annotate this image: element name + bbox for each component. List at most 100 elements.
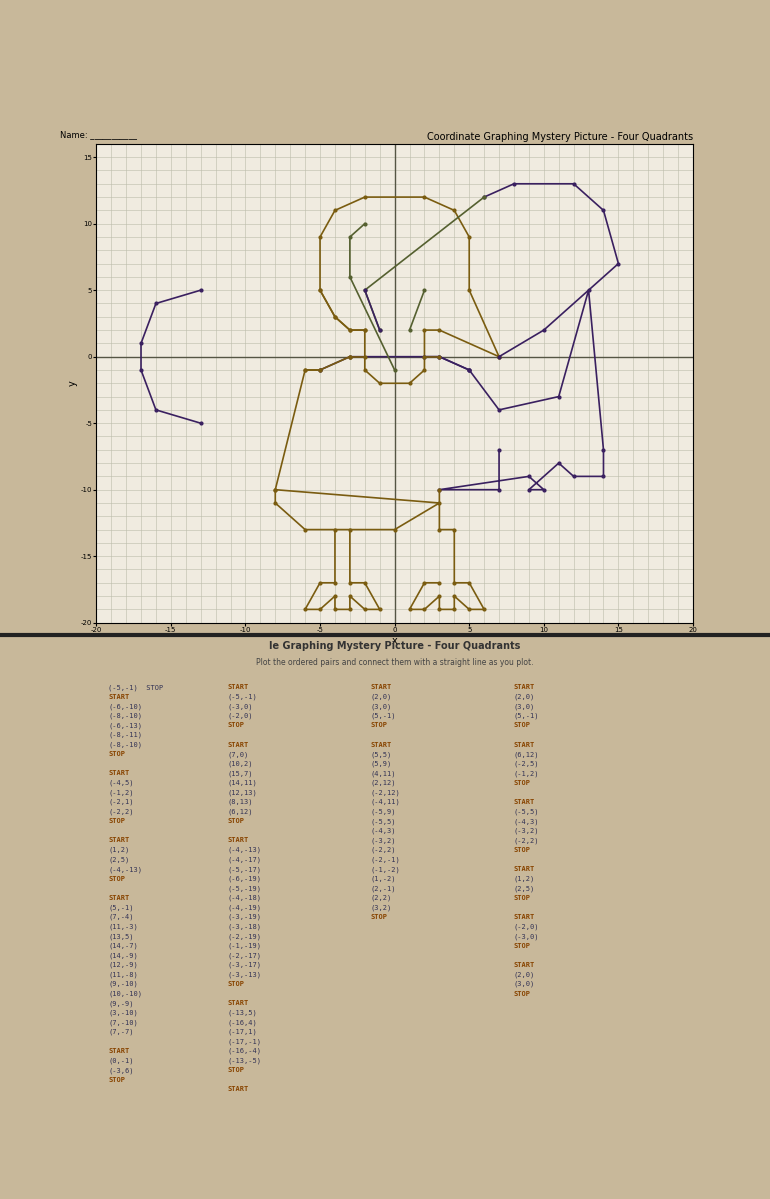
Text: STOP: STOP [514,942,531,948]
Text: STOP: STOP [228,981,245,987]
Text: (6,12): (6,12) [514,751,540,758]
Text: START: START [514,741,535,747]
Text: STOP: STOP [108,875,126,881]
Text: (2,-1): (2,-1) [371,885,397,892]
Text: (2,5): (2,5) [108,856,129,863]
Text: Name: ___________: Name: ___________ [60,131,137,139]
Text: (5,-1): (5,-1) [108,904,134,911]
Text: (-4,-13): (-4,-13) [108,866,142,873]
Text: (-4,3): (-4,3) [514,818,540,825]
Text: (-3,0): (-3,0) [228,704,253,710]
Text: (-13,5): (-13,5) [228,1010,257,1017]
Text: STOP: STOP [108,751,126,757]
Text: (11,-8): (11,-8) [108,971,138,978]
Text: (-6,-10): (-6,-10) [108,704,142,710]
Text: (-2,5): (-2,5) [514,760,540,767]
Text: (-6,-19): (-6,-19) [228,875,262,882]
Text: STOP: STOP [108,1077,126,1083]
Text: (1,2): (1,2) [108,846,129,854]
Text: START: START [108,770,129,776]
Text: STOP: STOP [514,990,531,996]
Text: (12,13): (12,13) [228,789,257,796]
Text: (-4,3): (-4,3) [371,827,397,835]
Text: STOP: STOP [228,1067,245,1073]
Text: START: START [108,837,129,843]
Text: (-3,2): (-3,2) [514,827,540,835]
Text: (-4,-17): (-4,-17) [228,856,262,863]
Text: (-5,9): (-5,9) [371,808,397,815]
Text: (-2,0): (-2,0) [228,712,253,719]
Text: (-2,-1): (-2,-1) [371,856,400,863]
Text: (-4,-18): (-4,-18) [228,894,262,902]
Text: (3,0): (3,0) [514,981,535,988]
Text: (-5,-17): (-5,-17) [228,866,262,873]
Text: (-8,-11): (-8,-11) [108,731,142,739]
Text: (-6,-13): (-6,-13) [108,722,142,729]
Text: START: START [228,741,249,747]
Text: (-3,0): (-3,0) [514,933,540,940]
Text: (6,12): (6,12) [228,808,253,815]
Text: (1,-2): (1,-2) [371,875,397,882]
Text: (-4,11): (-4,11) [371,799,400,806]
Text: START: START [108,894,129,900]
Text: START: START [371,685,392,691]
Text: (12,-9): (12,-9) [108,962,138,969]
Text: (-4,-13): (-4,-13) [228,846,262,854]
Text: STOP: STOP [514,779,531,785]
Text: START: START [514,685,535,691]
Text: (14,-9): (14,-9) [108,952,138,959]
Text: STOP: STOP [514,846,531,852]
Text: (-16,-4): (-16,-4) [228,1048,262,1054]
Text: (13,5): (13,5) [108,933,134,940]
Text: (14,-7): (14,-7) [108,942,138,950]
Text: (-3,2): (-3,2) [371,837,397,844]
Text: (-3,-13): (-3,-13) [228,971,262,978]
Text: (8,13): (8,13) [228,799,253,806]
Text: (-3,-17): (-3,-17) [228,962,262,969]
Text: (-8,-10): (-8,-10) [108,741,142,748]
Text: (5,5): (5,5) [371,751,392,758]
Text: (10,-10): (10,-10) [108,990,142,998]
Text: (7,-10): (7,-10) [108,1019,138,1025]
Text: START: START [228,685,249,691]
Text: START: START [108,1048,129,1054]
X-axis label: x: x [392,635,397,645]
Text: (11,-3): (11,-3) [108,923,138,930]
Text: (3,0): (3,0) [514,704,535,710]
Text: (15,7): (15,7) [228,770,253,777]
Text: (-1,-2): (-1,-2) [371,866,400,873]
Text: (2,0): (2,0) [514,694,535,700]
Text: (3,0): (3,0) [371,704,392,710]
Text: (-2,-17): (-2,-17) [228,952,262,959]
Text: START: START [228,1086,249,1092]
Text: (-8,-10): (-8,-10) [108,712,142,719]
Text: (-4,-19): (-4,-19) [228,904,262,911]
Text: le Graphing Mystery Picture - Four Quadrants: le Graphing Mystery Picture - Four Quadr… [269,640,521,651]
Text: STOP: STOP [371,722,388,728]
Text: (-1,-19): (-1,-19) [228,942,262,950]
Text: (-5,-1): (-5,-1) [228,694,257,700]
Text: (-2,2): (-2,2) [371,846,397,854]
Text: (-5,-19): (-5,-19) [228,885,262,892]
Text: (0,-1): (0,-1) [108,1058,134,1064]
Text: START: START [228,1000,249,1006]
Text: (4,11): (4,11) [371,770,397,777]
Text: STOP: STOP [371,914,388,920]
Text: (-2,-19): (-2,-19) [228,933,262,940]
Text: (-17,1): (-17,1) [228,1029,257,1035]
Text: START: START [228,837,249,843]
Text: (-3,6): (-3,6) [108,1067,134,1073]
Text: (-2,12): (-2,12) [371,789,400,796]
Text: (-13,-5): (-13,-5) [228,1058,262,1064]
Text: (3,-10): (3,-10) [108,1010,138,1017]
Text: START: START [514,914,535,920]
Text: (9,-9): (9,-9) [108,1000,134,1007]
Text: (10,2): (10,2) [228,760,253,767]
Text: STOP: STOP [108,818,126,824]
Text: Coordinate Graphing Mystery Picture - Four Quadrants: Coordinate Graphing Mystery Picture - Fo… [427,132,693,141]
Text: (14,11): (14,11) [228,779,257,787]
Text: (7,-4): (7,-4) [108,914,134,921]
Text: (-2,2): (-2,2) [514,837,540,844]
Text: (7,-7): (7,-7) [108,1029,134,1035]
Text: (-17,-1): (-17,-1) [228,1038,262,1044]
